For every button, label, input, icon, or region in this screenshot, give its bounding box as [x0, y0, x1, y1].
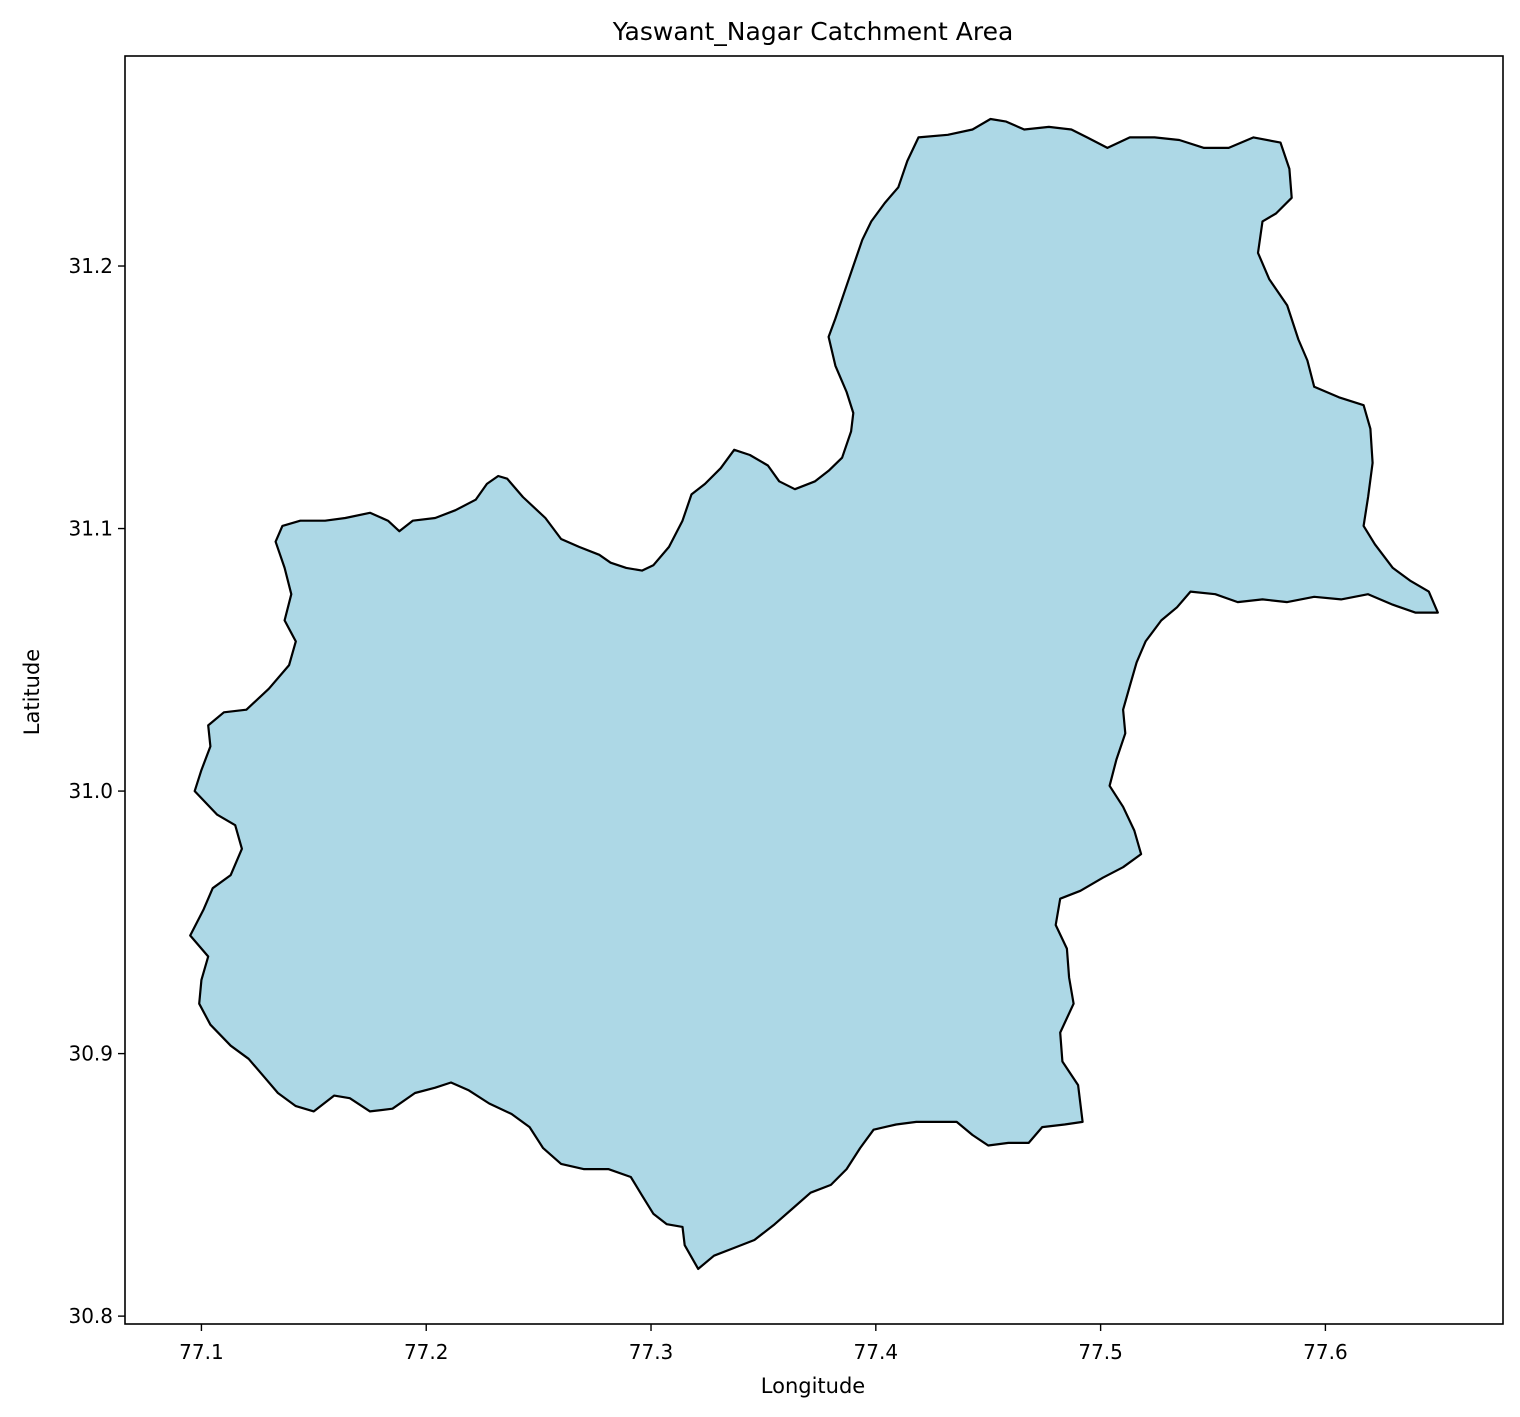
y-tick-label: 30.9 — [68, 1042, 113, 1066]
y-axis: 30.8 30.9 31.0 31.1 31.2 — [68, 254, 125, 1328]
x-tick-label: 77.5 — [1078, 1340, 1123, 1364]
catchment-polygon — [189, 117, 1439, 1271]
x-tick-label: 77.1 — [179, 1340, 224, 1364]
y-tick-label: 31.0 — [68, 779, 113, 803]
chart-title: Yaswant_Nagar Catchment Area — [612, 17, 1014, 46]
y-axis-label: Latitude — [20, 649, 44, 735]
x-tick-label: 77.2 — [404, 1340, 449, 1364]
x-tick-label: 77.4 — [854, 1340, 899, 1364]
x-tick-label: 77.6 — [1303, 1340, 1348, 1364]
x-axis: 77.1 77.2 77.3 77.4 77.5 77.6 — [179, 1324, 1348, 1364]
x-tick-label: 77.3 — [629, 1340, 674, 1364]
x-axis-label: Longitude — [761, 1374, 865, 1398]
map-layer — [189, 117, 1439, 1271]
y-tick-label: 31.1 — [68, 517, 113, 541]
y-tick-label: 31.2 — [68, 254, 113, 278]
y-tick-label: 30.8 — [68, 1304, 113, 1328]
plot-frame — [124, 55, 1504, 1325]
